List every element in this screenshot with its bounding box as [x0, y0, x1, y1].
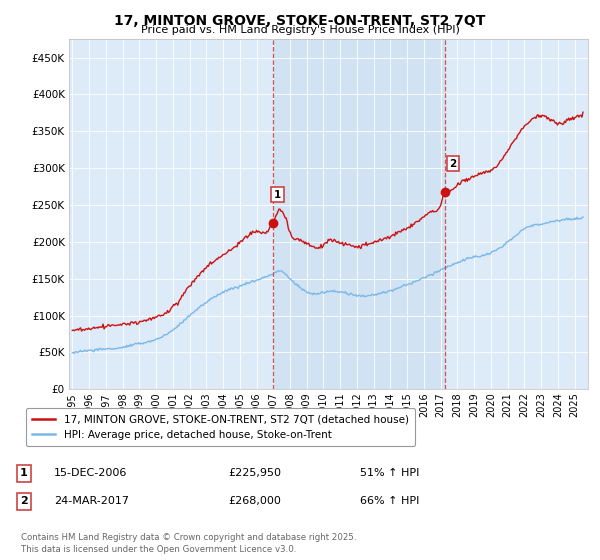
Text: 15-DEC-2006: 15-DEC-2006 [54, 468, 127, 478]
Text: 2: 2 [20, 496, 28, 506]
Text: Price paid vs. HM Land Registry's House Price Index (HPI): Price paid vs. HM Land Registry's House … [140, 25, 460, 35]
Bar [272, 39, 445, 389]
Text: 51% ↑ HPI: 51% ↑ HPI [360, 468, 419, 478]
Text: 24-MAR-2017: 24-MAR-2017 [54, 496, 129, 506]
Text: £225,950: £225,950 [228, 468, 281, 478]
Text: 66% ↑ HPI: 66% ↑ HPI [360, 496, 419, 506]
Text: 2: 2 [449, 158, 457, 169]
Legend: 17, MINTON GROVE, STOKE-ON-TRENT, ST2 7QT (detached house), HPI: Average price, : 17, MINTON GROVE, STOKE-ON-TRENT, ST2 7Q… [26, 408, 415, 446]
Text: £268,000: £268,000 [228, 496, 281, 506]
Text: 1: 1 [20, 468, 28, 478]
Text: 1: 1 [274, 190, 281, 200]
Text: Contains HM Land Registry data © Crown copyright and database right 2025.
This d: Contains HM Land Registry data © Crown c… [21, 533, 356, 554]
Text: 17, MINTON GROVE, STOKE-ON-TRENT, ST2 7QT: 17, MINTON GROVE, STOKE-ON-TRENT, ST2 7Q… [115, 14, 485, 28]
